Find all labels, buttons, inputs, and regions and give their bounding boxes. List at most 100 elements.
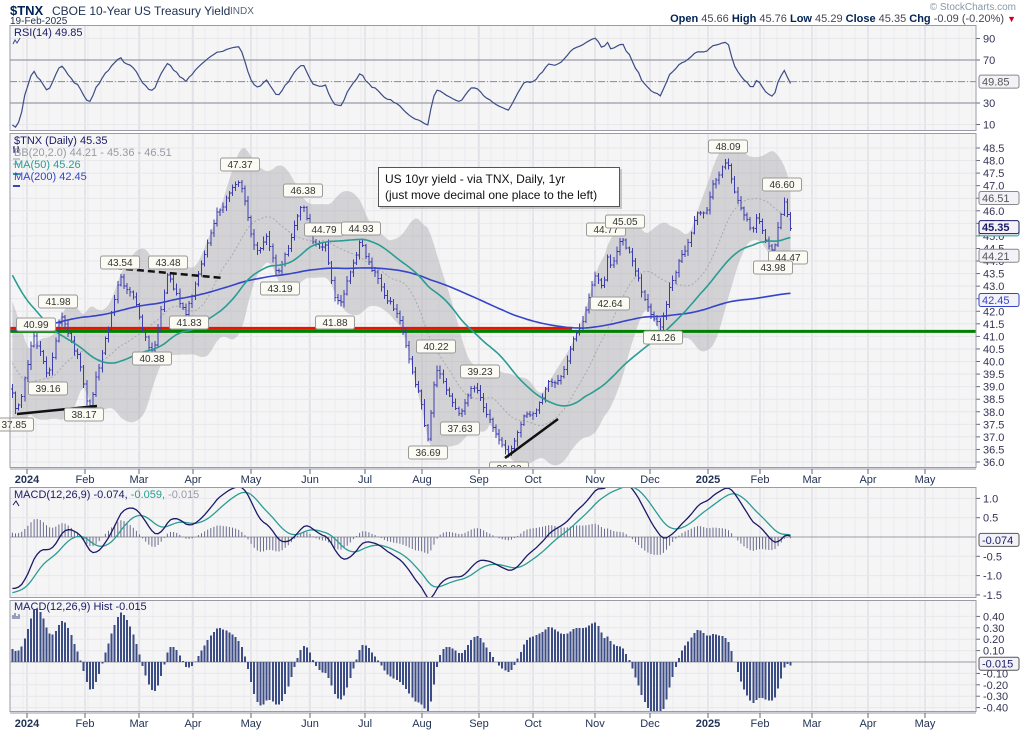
axis-tick-label: 41.0 bbox=[983, 331, 1004, 343]
axis-tick-label: -0.20 bbox=[983, 680, 1008, 692]
low-value: 45.29 bbox=[815, 13, 843, 25]
trend-line-solid bbox=[16, 404, 98, 416]
ma200-legend: MA(200) 42.45 bbox=[12, 172, 87, 187]
macd-hist-legend-value: -0.015 bbox=[115, 601, 147, 613]
axis-current-value-box bbox=[978, 220, 1020, 235]
high-value: 45.76 bbox=[759, 13, 787, 25]
axis-current-value-text: 46.51 bbox=[982, 193, 1010, 205]
axis-current-value-box bbox=[978, 532, 1020, 547]
month-label: Apr bbox=[859, 474, 876, 486]
ticker-symbol: $TNX bbox=[10, 3, 44, 18]
pivot-label-box bbox=[590, 296, 630, 311]
pivot-label-box bbox=[643, 330, 683, 345]
axis-current-value-text: 44.21 bbox=[982, 251, 1010, 263]
axis-tick-label: 30 bbox=[983, 98, 995, 110]
macd-panel: 1.0 0.5 -0.5 -1.0 -1.5 -0.074 bbox=[9, 487, 1020, 599]
axis-tick-label: 37.5 bbox=[983, 419, 1004, 431]
month-label: Sep bbox=[469, 718, 489, 730]
macd-line bbox=[12, 487, 791, 598]
month-label: Mar bbox=[803, 474, 822, 486]
month-label: May bbox=[241, 474, 262, 486]
chg-down-arrow-icon: ▼ bbox=[1007, 14, 1016, 24]
pivot-label-box bbox=[416, 339, 456, 354]
bollinger-band-fill bbox=[12, 140, 791, 466]
pivot-label-box bbox=[753, 260, 793, 275]
axis-tick-label: -0.40 bbox=[983, 703, 1008, 713]
month-label: 2024 bbox=[15, 474, 40, 486]
macd-histogram-bars bbox=[11, 608, 792, 712]
open-label: Open bbox=[670, 13, 699, 25]
axis-current-value-box bbox=[978, 656, 1020, 671]
month-label: Mar bbox=[803, 718, 822, 730]
ticker-name: CBOE 10-Year US Treasury Yield bbox=[52, 4, 231, 18]
pivot-label-text: 43.54 bbox=[107, 258, 132, 269]
pivot-label-box bbox=[38, 294, 78, 309]
axis-tick-label: 0.10 bbox=[983, 646, 1004, 658]
month-label: 2025 bbox=[696, 718, 720, 730]
bollinger-legend-text: BB(20,2.0) 44.21 - 45.36 - 46.51 bbox=[14, 147, 172, 159]
axis-tick-label: 48.0 bbox=[983, 156, 1004, 168]
month-label: Jul bbox=[358, 474, 372, 486]
note-line-1: US 10yr yield - via TNX, Daily, 1yr bbox=[385, 172, 566, 186]
month-label: Jul bbox=[358, 718, 372, 730]
month-label: May bbox=[241, 718, 262, 730]
pivot-label-text: 41.88 bbox=[322, 318, 347, 329]
month-label: May bbox=[915, 718, 936, 730]
pivot-label-text: 43.48 bbox=[155, 258, 180, 269]
axis-tick-label: 36.5 bbox=[983, 444, 1004, 456]
price-legend-text: $TNX (Daily) 45.35 bbox=[14, 135, 108, 147]
pivot-label-box bbox=[762, 177, 802, 192]
close-label: Close bbox=[845, 13, 876, 25]
axis-tick-label: 1.0 bbox=[983, 493, 998, 505]
axis-current-value-text: 49.85 bbox=[982, 77, 1010, 89]
axis-current-value-text: 42.45 bbox=[982, 295, 1010, 307]
bollinger-legend: BB(20,2.0) 44.21 - 45.36 - 46.51 bbox=[12, 147, 172, 165]
x-axis-middle: 2024 Feb Mar Apr May Jun Jul Aug Sep Oct Nov Dec 202… bbox=[10, 468, 976, 486]
axis-tick-label: 41.5 bbox=[983, 319, 1004, 331]
pivot-label-text: 36.69 bbox=[415, 448, 440, 459]
pivot-label-text: 44.93 bbox=[348, 224, 373, 235]
panel-border bbox=[9, 487, 977, 598]
pivot-label-text: 47.37 bbox=[227, 160, 252, 171]
macd-value-2: -0.059, bbox=[130, 489, 166, 501]
month-label: Mar bbox=[130, 718, 149, 730]
ma50-legend: MA(50) 45.26 bbox=[12, 159, 81, 175]
axis-tick-label: -1.0 bbox=[983, 571, 1002, 583]
pivot-label-box bbox=[0, 417, 34, 432]
pivot-label-text: 46.38 bbox=[290, 186, 315, 197]
pivot-label-box bbox=[169, 315, 209, 330]
month-label: 2025 bbox=[696, 474, 720, 486]
ma50-legend-text: MA(50) 45.26 bbox=[14, 159, 81, 171]
axis-tick-label: -1.5 bbox=[983, 590, 1002, 599]
month-label: Aug bbox=[412, 718, 432, 730]
pivot-label-box bbox=[460, 364, 500, 379]
month-label: Feb bbox=[76, 474, 95, 486]
month-label: Jun bbox=[301, 474, 319, 486]
month-label: Nov bbox=[585, 718, 605, 730]
axis-tick-label: 37.0 bbox=[983, 432, 1004, 444]
pivot-label-text: 44.79 bbox=[311, 225, 336, 236]
pivot-label-text: 44.47 bbox=[775, 253, 800, 264]
month-label: Oct bbox=[524, 718, 541, 730]
axis-current-value-box bbox=[978, 190, 1020, 205]
axis-current-value-text: 45.35 bbox=[982, 222, 1010, 234]
axis-tick-label: 10 bbox=[983, 120, 995, 132]
axis-tick-label: 0.30 bbox=[983, 623, 1004, 635]
month-label: Apr bbox=[184, 718, 201, 730]
pivot-label-box bbox=[708, 139, 748, 154]
axis-tick-label: 0.5 bbox=[983, 513, 998, 525]
month-label: Feb bbox=[76, 718, 95, 730]
note-line-2: (just move decimal one place to the left… bbox=[385, 188, 598, 202]
high-label: High bbox=[731, 13, 757, 25]
panel-background bbox=[10, 25, 976, 131]
pivot-label-text: 38.17 bbox=[71, 410, 96, 421]
pivot-label-text: 37.63 bbox=[447, 424, 472, 435]
axis-tick-label: 90 bbox=[983, 34, 995, 46]
pivot-label-box bbox=[100, 255, 140, 270]
month-label: Feb bbox=[751, 474, 770, 486]
close-value: 45.35 bbox=[878, 13, 907, 25]
axis-current-value-box bbox=[978, 248, 1020, 263]
pivot-label-box bbox=[148, 255, 188, 270]
pivot-label-box bbox=[283, 183, 323, 198]
trend-line-dashed bbox=[114, 266, 224, 280]
